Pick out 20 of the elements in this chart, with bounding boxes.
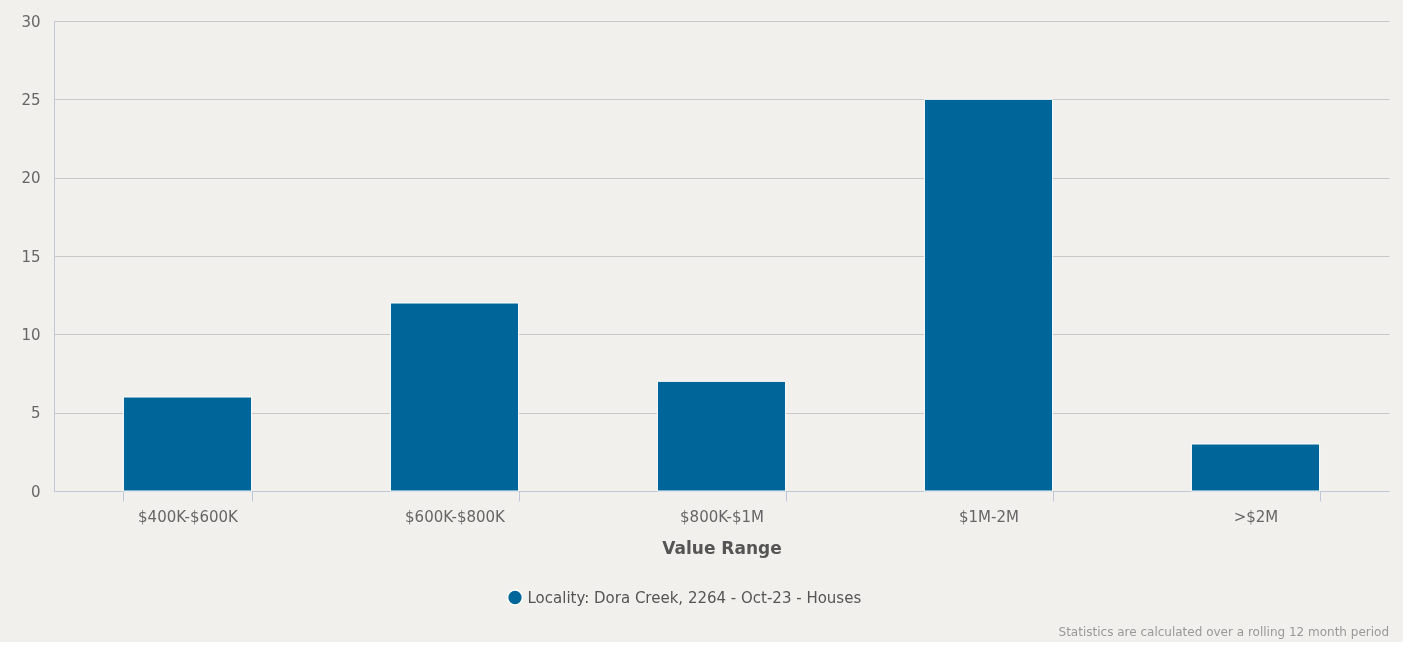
y-tick-label: 5 — [30, 404, 41, 423]
bar — [923, 98, 1054, 492]
x-tick-label: $800K-$1M — [680, 507, 764, 526]
bar — [1190, 443, 1321, 492]
text: Statistics are calculated over a rolling 12 month period — [1058, 625, 1389, 639]
bar — [122, 396, 253, 492]
x-tick-label: >$2M — [1233, 507, 1279, 526]
x-tick-label: $400K-$600K — [138, 507, 240, 526]
y-tick-label: 30 — [21, 12, 41, 31]
y-tick-label: 20 — [21, 169, 41, 188]
x-tick-label: $600K-$800K — [405, 507, 507, 526]
bar — [389, 302, 520, 492]
x-tick-label: $1M-2M — [959, 507, 1019, 526]
y-tick-label: 15 — [21, 247, 41, 266]
legend-label: Locality: Dora Creek, 2264 - Oct-23 - Houses — [527, 588, 862, 607]
y-tick-label: 0 — [30, 482, 41, 501]
x-axis-title: Value Range — [662, 537, 782, 558]
y-tick-label: 10 — [21, 325, 41, 344]
bar — [656, 380, 787, 492]
y-tick-label: 25 — [21, 90, 41, 109]
